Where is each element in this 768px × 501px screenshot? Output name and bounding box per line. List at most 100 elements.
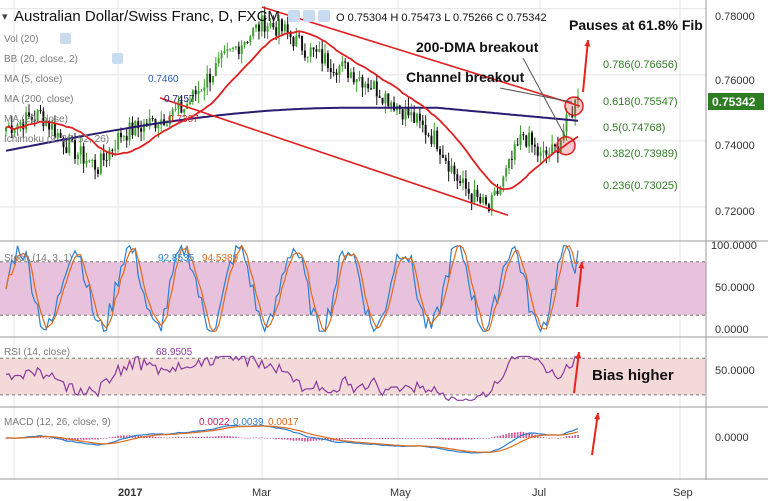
annotation-overlay xyxy=(159,6,601,456)
candle-body xyxy=(519,134,522,145)
candle-body xyxy=(444,157,447,161)
stoch-tick: 100.0000 xyxy=(711,240,757,252)
close-icon[interactable] xyxy=(318,10,330,22)
macd-hist-bar xyxy=(263,438,266,439)
macd-hist-bar xyxy=(318,438,321,441)
candle-body xyxy=(562,131,565,141)
candle-body xyxy=(53,124,56,138)
candle-body xyxy=(318,49,321,52)
macd-hist-bar xyxy=(557,438,559,439)
candle-body xyxy=(234,46,237,48)
stoch-d-value: 94.5389 xyxy=(202,253,239,264)
channel-upper-line xyxy=(261,6,581,107)
macd-hist-bar xyxy=(562,437,565,438)
macd-hist-bar xyxy=(223,435,226,438)
candle-body xyxy=(99,153,102,174)
bb-label: BB (20, close, 2) xyxy=(4,54,78,65)
candle-body xyxy=(19,121,22,125)
macd-hist-bar xyxy=(508,433,510,438)
macd-hist-bar xyxy=(48,438,50,439)
macd-hist-bar xyxy=(542,437,545,438)
macd-hist-bar xyxy=(278,438,280,440)
fib-label-382: 0.382(0.73989) xyxy=(603,148,678,160)
macd-hist-bar xyxy=(378,438,381,439)
candle-body xyxy=(545,150,548,155)
settings-icon[interactable] xyxy=(60,33,71,44)
rsi-value: 68.9505 xyxy=(156,347,193,358)
candle-body xyxy=(309,47,312,57)
candle-body xyxy=(341,61,344,67)
candle-body xyxy=(108,149,111,161)
candle-body xyxy=(473,189,476,203)
ma20-line xyxy=(5,30,579,191)
ma20-value: 0.7367 xyxy=(168,114,199,125)
macd-hist-bar xyxy=(209,436,211,438)
candle-body xyxy=(574,99,577,118)
candle-body xyxy=(401,109,404,120)
macd-hist-bar xyxy=(473,438,476,439)
candle-body xyxy=(168,116,171,125)
macd-hist-bar xyxy=(396,438,398,439)
candle-body xyxy=(464,178,467,189)
macd-hist-bar xyxy=(169,437,171,439)
macd-hist-bar xyxy=(364,438,367,440)
candle-body xyxy=(338,66,341,75)
fib-label-236: 0.236(0.73025) xyxy=(603,180,678,192)
macd-hist-bar xyxy=(226,435,229,438)
macd-hist-bar xyxy=(398,438,401,439)
price-tick: 0.74000 xyxy=(715,140,755,152)
macd-hist-bar xyxy=(482,438,484,439)
candle-body xyxy=(255,24,258,29)
macd-hist-bar xyxy=(358,438,361,439)
macd-hist-bar xyxy=(180,437,183,438)
macd-hist-bar xyxy=(401,438,404,439)
settings-icon[interactable] xyxy=(112,53,123,64)
macd-hist-bar xyxy=(568,435,571,438)
candle-body xyxy=(453,165,456,175)
macd-hist-bar xyxy=(71,438,73,440)
macd-hist-bar xyxy=(100,438,102,439)
candle-body xyxy=(479,197,482,203)
candle-body xyxy=(280,19,283,32)
candle-body xyxy=(470,193,473,203)
eye-icon[interactable] xyxy=(288,10,300,22)
macd-hist-bar xyxy=(220,435,223,438)
candle-body xyxy=(151,118,154,120)
candle-body xyxy=(257,24,260,32)
candle-body xyxy=(548,154,551,156)
macd-hist-bar xyxy=(292,438,295,441)
ma20-label: MA (20, close) xyxy=(4,114,68,125)
fib-pause-annotation: Pauses at 61.8% Fib xyxy=(569,17,703,33)
macd-legend: MACD (12, 26, close, 9) 0.0022 0.0039 0.… xyxy=(4,417,299,428)
candle-body xyxy=(358,77,361,80)
candle-body xyxy=(140,128,143,132)
candle-body xyxy=(45,121,48,127)
candle-body xyxy=(378,96,381,98)
candle-body xyxy=(312,47,315,50)
macd-hist-bar xyxy=(215,436,217,438)
macd-hist-bar xyxy=(284,438,286,440)
candle-body xyxy=(424,124,427,135)
candle-body xyxy=(180,101,183,113)
macd-hist-bar xyxy=(577,434,579,438)
candle-body xyxy=(355,79,358,83)
candle-body xyxy=(347,62,350,78)
candle-body xyxy=(240,45,243,55)
macd-hist-bar xyxy=(490,437,493,438)
candle-body xyxy=(436,130,439,150)
macd-hist-bar xyxy=(361,438,364,440)
macd-hist-bar xyxy=(269,438,272,439)
macd-hist-bar xyxy=(108,437,111,438)
candle-body xyxy=(485,197,488,205)
macd-arrow-head xyxy=(594,413,601,420)
candle-body xyxy=(335,72,338,75)
ma200-value: 0.7457 xyxy=(164,94,195,105)
rsi-legend: RSI (14, close) 68.9505 xyxy=(4,347,193,358)
candle-body xyxy=(48,121,51,130)
macd-hist-bar xyxy=(436,438,438,439)
settings-icon[interactable] xyxy=(303,10,315,22)
macd-hist-bar xyxy=(519,431,522,438)
candle-body xyxy=(27,112,30,118)
macd-value: 0.0039 xyxy=(233,417,264,428)
